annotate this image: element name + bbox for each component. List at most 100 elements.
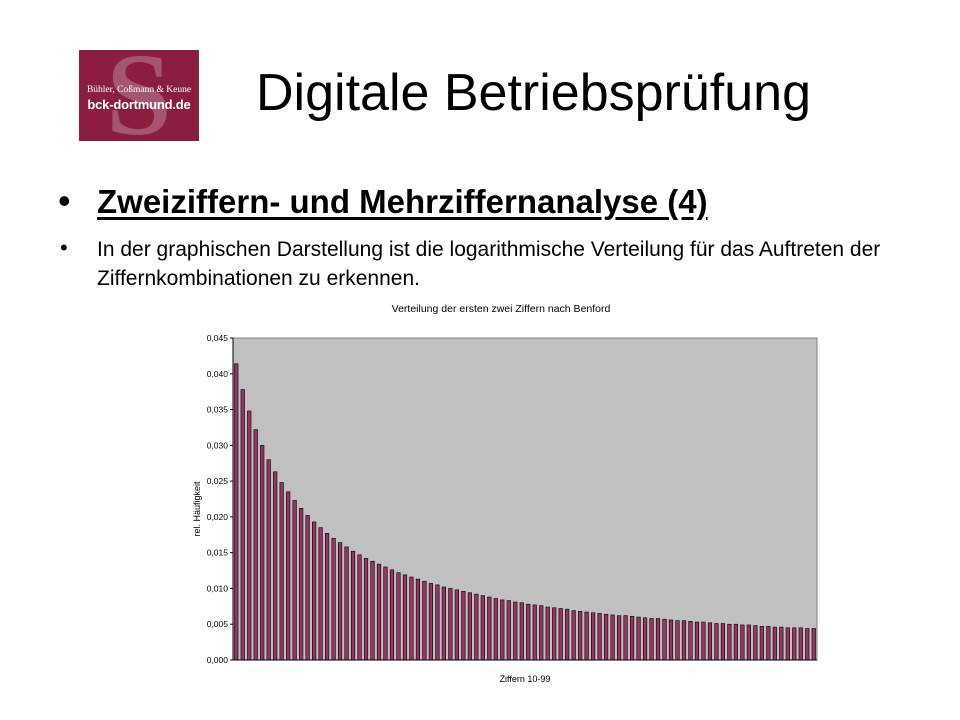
bar-32	[376, 563, 382, 661]
bar-62	[571, 610, 576, 661]
bar-58	[545, 606, 550, 661]
bar-94	[779, 626, 784, 661]
bar-75	[655, 618, 661, 661]
bullet-heading: Zweiziffern- und Mehrziffernanalyse (4)	[97, 183, 708, 220]
bar-65	[591, 612, 596, 661]
y-axis: 0,000 0,005 0,010 0,015 0,020 0,025 0,030 0,035…	[207, 333, 817, 665]
bar-71	[629, 616, 635, 661]
bar-85	[720, 623, 726, 661]
bar-20	[299, 508, 304, 661]
bar-29	[357, 554, 362, 661]
bar-40	[428, 583, 434, 661]
bar-82	[701, 621, 706, 661]
logo-monogram: S	[106, 50, 172, 141]
bar-23	[318, 527, 323, 661]
bar-79	[681, 620, 687, 661]
bar-30	[363, 558, 369, 661]
y-tick-label: 0,030	[207, 440, 229, 450]
bar-86	[727, 623, 732, 661]
chart-title: Verteilung der ersten zwei Ziffern nach …	[392, 303, 611, 315]
benford-bar-chart: Verteilung der ersten zwei Ziffern nach …	[192, 303, 818, 684]
bar-81	[694, 621, 700, 661]
bar-10	[234, 363, 239, 661]
bar-57	[539, 605, 544, 661]
bar-47	[474, 593, 479, 661]
bar-11	[240, 389, 245, 661]
bar-24	[325, 533, 330, 661]
bar-22	[312, 521, 317, 661]
bar-96	[792, 627, 797, 661]
y-tick-label: 0,020	[207, 512, 229, 522]
bar-66	[597, 613, 602, 661]
bar-49	[487, 596, 492, 661]
bar-67	[604, 613, 609, 661]
bar-39	[422, 580, 427, 661]
bar-37	[409, 576, 414, 661]
bar-56	[532, 604, 537, 661]
y-tick-label: 0,010	[207, 583, 229, 593]
bar-83	[707, 622, 713, 661]
bullet-description: In der graphischen Darstellung ist die l…	[97, 238, 881, 290]
bar-99	[811, 628, 816, 661]
bar-50	[493, 598, 498, 661]
bar-51	[500, 599, 505, 661]
y-tick-label: 0,045	[207, 333, 229, 343]
bar-73	[642, 617, 648, 661]
bar-43	[448, 588, 453, 661]
bar-17	[279, 482, 284, 661]
bar-41	[435, 584, 440, 661]
bar-92	[766, 626, 771, 661]
bar-60	[558, 608, 563, 661]
bar-48	[480, 595, 485, 661]
bar-13	[253, 429, 258, 661]
bar-21	[305, 515, 310, 661]
bar-98	[805, 628, 810, 661]
company-logo: S Bühler, Coßmann & Keune bck-dortmund.d…	[79, 50, 199, 141]
bar-74	[649, 618, 654, 661]
bar-16	[273, 471, 278, 661]
bar-88	[740, 624, 745, 661]
bar-61	[565, 608, 570, 661]
bar-15	[266, 459, 271, 661]
bar-33	[383, 566, 388, 661]
y-axis-label: rel. Häufigkeit	[192, 481, 202, 537]
bar-76	[662, 618, 667, 661]
y-tick-label: 0,035	[207, 405, 229, 415]
bar-55	[526, 603, 531, 661]
bar-78	[675, 620, 680, 661]
bar-63	[578, 611, 583, 661]
bar-26	[337, 542, 343, 661]
bar-19	[292, 500, 297, 661]
bar-12	[247, 410, 252, 661]
bar-64	[584, 611, 589, 661]
bar-28	[350, 550, 356, 661]
bar-97	[798, 627, 803, 661]
bar-93	[772, 626, 777, 661]
bar-80	[688, 621, 693, 661]
bar-25	[331, 538, 336, 661]
bar-91	[759, 626, 764, 661]
bar-87	[733, 623, 738, 661]
logo-domain: bck-dortmund.de	[87, 97, 191, 112]
plot-area	[232, 337, 818, 661]
bar-69	[616, 615, 622, 661]
bar-95	[785, 627, 790, 661]
bar-54	[519, 602, 524, 661]
bar-72	[636, 616, 641, 661]
bullet-marker-2: •	[60, 235, 68, 260]
bar-35	[396, 572, 401, 661]
bar-36	[402, 574, 408, 661]
bar-59	[552, 607, 557, 661]
bar-77	[668, 619, 674, 661]
bar-89	[746, 624, 751, 661]
x-axis-label: Ziffern 10-99	[500, 674, 551, 684]
bar-70	[623, 615, 628, 661]
bar-45	[461, 591, 466, 661]
y-tick-label: 0,040	[207, 369, 229, 379]
bar-14	[260, 445, 265, 661]
bar-31	[370, 560, 375, 661]
bar-52	[506, 600, 511, 661]
bar-18	[286, 491, 291, 661]
y-tick-label: 0,005	[207, 619, 229, 629]
slide-title: Digitale Betriebsprüfung	[256, 64, 811, 122]
